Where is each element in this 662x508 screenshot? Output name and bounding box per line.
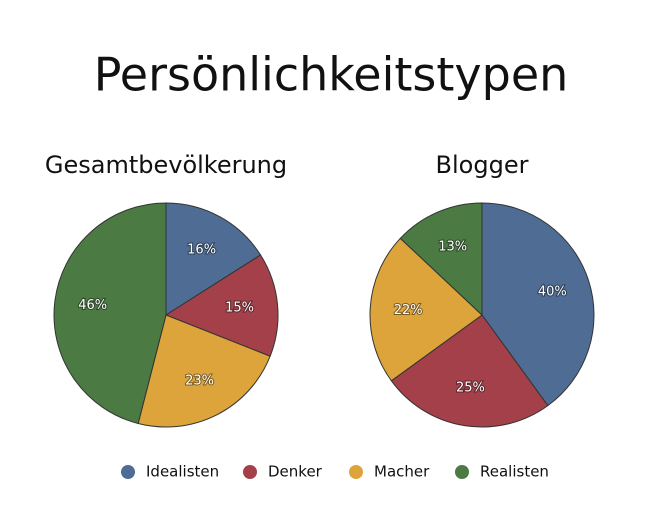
data-label: 25% — [456, 381, 485, 396]
data-label: 16% — [187, 243, 216, 258]
chart-title: Blogger — [436, 151, 529, 179]
legend-label: Realisten — [480, 463, 549, 481]
legend-label: Macher — [374, 463, 430, 481]
legend-swatch — [121, 465, 135, 479]
legend-label: Denker — [268, 463, 323, 481]
legend-swatch — [349, 465, 363, 479]
pie-slice — [390, 314, 549, 428]
legend-label: Idealisten — [146, 463, 219, 481]
pie-slice — [369, 237, 483, 382]
pie-slice — [53, 202, 167, 425]
legend-swatch — [243, 465, 257, 479]
pie-slice — [137, 314, 271, 428]
data-label: 13% — [438, 240, 467, 255]
pie-slice — [481, 202, 595, 407]
data-label: 15% — [225, 301, 254, 316]
page-title: Persönlichkeitstypen — [94, 48, 569, 102]
legend-swatch — [455, 465, 469, 479]
data-label: 22% — [394, 303, 423, 318]
pie-slice — [164, 254, 279, 357]
pie-slice — [165, 202, 262, 316]
pie-slice — [399, 202, 483, 317]
data-label: 40% — [538, 285, 567, 300]
data-label: 46% — [78, 298, 107, 313]
data-label: 23% — [185, 373, 214, 388]
chart-title: Gesamtbevölkerung — [45, 151, 287, 179]
